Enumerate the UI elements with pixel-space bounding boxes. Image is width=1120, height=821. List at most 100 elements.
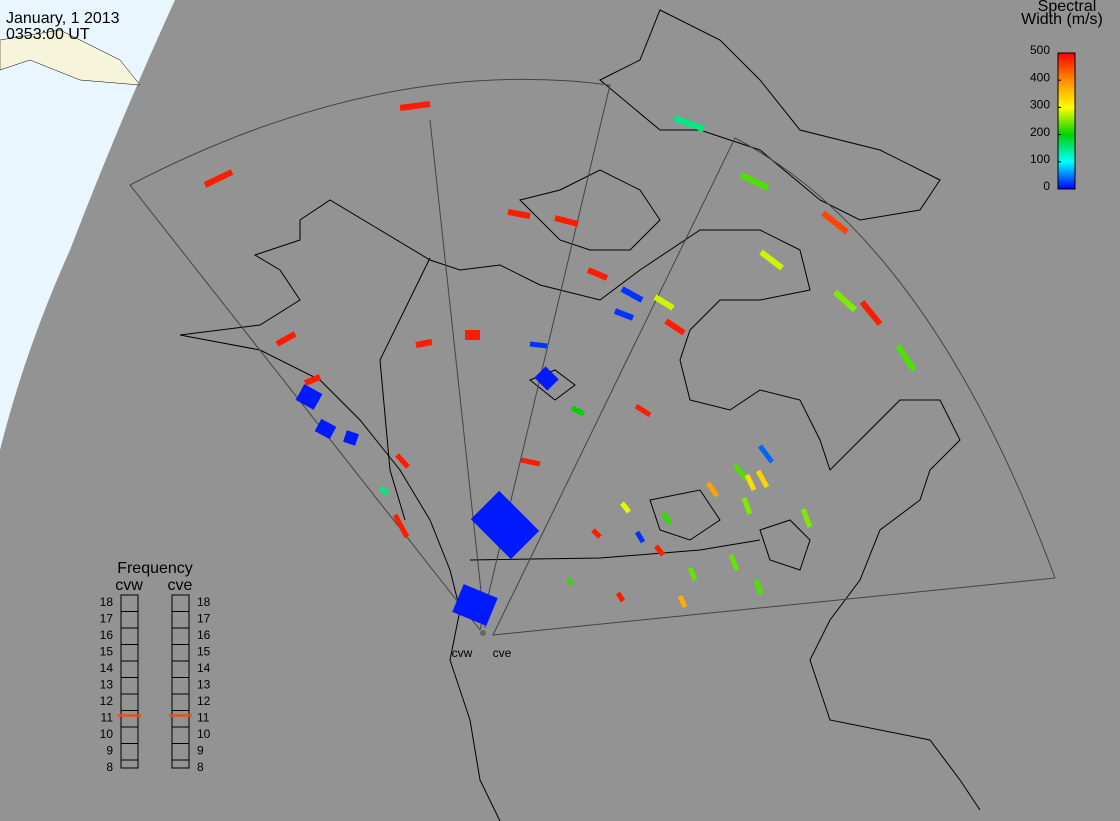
frequency-box xyxy=(171,594,190,769)
echo xyxy=(314,418,337,440)
frequency-tick-label: 8 xyxy=(106,760,113,774)
frequency-tick-label: 13 xyxy=(197,678,211,692)
frequency-tick-label: 12 xyxy=(100,694,114,708)
echo xyxy=(832,289,858,313)
frequency-tick-label: 16 xyxy=(197,628,211,642)
frequency-tick-label: 9 xyxy=(106,744,113,758)
echo xyxy=(303,374,322,386)
colorbar-title: Width (m/s) xyxy=(1021,11,1103,28)
echo xyxy=(620,501,631,514)
frequency-tick-label: 10 xyxy=(100,727,114,741)
frequency-tick-label: 15 xyxy=(197,645,211,659)
echo xyxy=(634,403,652,418)
echo xyxy=(615,591,626,603)
colorbar-tick-label: 300 xyxy=(1030,98,1050,112)
echo xyxy=(507,209,531,219)
echo xyxy=(687,567,698,581)
colorbar-tick-label: 200 xyxy=(1030,125,1050,139)
echo xyxy=(821,210,849,235)
time: 0353:00 UT xyxy=(6,26,90,43)
frequency-tick-label: 8 xyxy=(197,760,204,774)
echo xyxy=(800,508,813,528)
colorbar-tick-label: 500 xyxy=(1030,43,1050,57)
colorbar: 0 100 200 300 400 500 xyxy=(1030,43,1076,193)
frequency-tick-label: 15 xyxy=(100,645,114,659)
echo xyxy=(613,308,635,321)
frequency-tick-label: 11 xyxy=(197,711,210,725)
echo xyxy=(392,513,410,539)
echo xyxy=(664,318,686,336)
frequency-tick-label: 14 xyxy=(100,661,114,675)
frequency-tick-label: 13 xyxy=(100,678,114,692)
echo xyxy=(554,215,579,227)
echo xyxy=(203,169,234,188)
echo xyxy=(343,430,359,446)
echo xyxy=(591,528,602,539)
echo xyxy=(415,339,433,348)
echo xyxy=(378,486,390,496)
echo xyxy=(895,344,917,372)
echo xyxy=(566,577,574,586)
echo xyxy=(759,249,784,271)
frequency-tick-label: 14 xyxy=(197,661,211,675)
echo xyxy=(672,115,706,132)
echo xyxy=(733,463,749,482)
echo xyxy=(470,490,540,560)
colorbar-tick-label: 100 xyxy=(1030,152,1050,166)
frequency-tick-label: 9 xyxy=(197,744,204,758)
echo xyxy=(520,457,541,467)
echo xyxy=(529,341,548,349)
frequency-tick-label: 17 xyxy=(197,612,211,626)
echo xyxy=(570,405,586,417)
echo xyxy=(654,544,665,557)
echo xyxy=(586,267,609,281)
colorbar-tick-label: 0 xyxy=(1043,179,1050,193)
frequency-tick-label: 18 xyxy=(197,595,211,609)
frequency-title: Frequency xyxy=(117,560,193,577)
echo xyxy=(739,172,770,191)
echo xyxy=(634,530,646,544)
colorbar-tick-label: 400 xyxy=(1030,70,1050,84)
radar-name: cve xyxy=(168,577,193,594)
echoes xyxy=(203,101,917,626)
echo xyxy=(705,481,720,498)
frequency-box xyxy=(120,594,139,769)
colorbar-title: Spectral xyxy=(1038,0,1097,15)
echo xyxy=(620,286,644,303)
echo xyxy=(295,384,323,410)
echo xyxy=(275,331,297,347)
frequency-tick-label: 17 xyxy=(100,612,114,626)
frequency-tick-label: 11 xyxy=(101,711,114,725)
coastlines xyxy=(179,9,981,821)
echo xyxy=(744,473,757,492)
echo xyxy=(859,300,883,326)
radar-label: cve xyxy=(493,646,512,660)
echo xyxy=(758,444,774,464)
fields-of-view xyxy=(129,78,1056,636)
frequency-scale: cvw 8 9 10 11 12 13 14 15 16 17 18 cve 8 9 10 11 12 13 14 15… xyxy=(100,577,211,774)
radar-site-marker xyxy=(480,630,486,636)
echo xyxy=(395,453,410,469)
borders xyxy=(379,257,761,561)
echo xyxy=(753,579,764,595)
echo xyxy=(677,594,688,609)
date: January, 1 2013 xyxy=(6,10,120,27)
echo xyxy=(728,554,740,571)
frequency-tick-label: 16 xyxy=(100,628,114,642)
echo xyxy=(741,497,753,515)
echo xyxy=(660,511,673,526)
echo xyxy=(534,366,559,391)
frequency-tick-label: 10 xyxy=(197,727,211,741)
radar-label: cvw xyxy=(452,646,473,660)
echo xyxy=(452,584,498,626)
echo xyxy=(399,101,431,111)
land-outside xyxy=(0,29,141,86)
echo xyxy=(755,469,770,489)
radar-name: cvw xyxy=(115,577,143,594)
echo xyxy=(653,294,675,311)
frequency-tick-label: 12 xyxy=(197,694,211,708)
frequency-tick-label: 18 xyxy=(100,595,114,609)
colorbar-fill xyxy=(1057,52,1076,190)
